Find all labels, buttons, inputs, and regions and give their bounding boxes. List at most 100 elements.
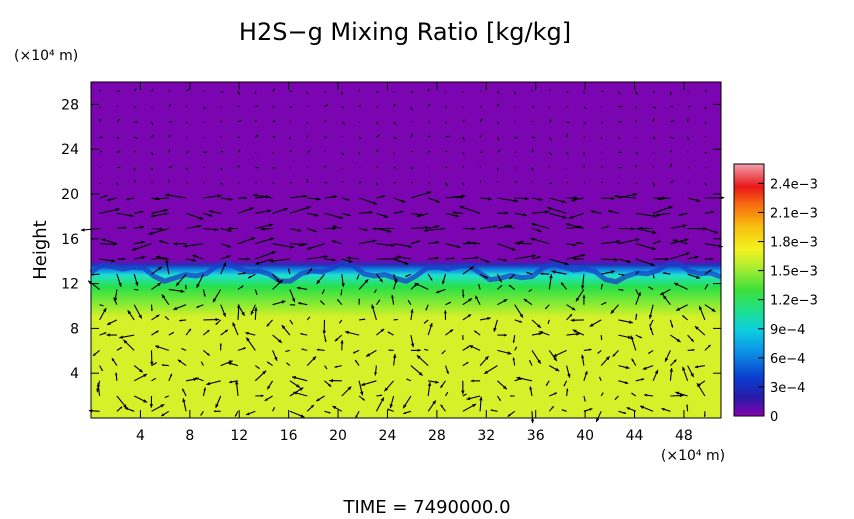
colorbar-tick-label: 1.5e−3 bbox=[770, 265, 818, 280]
y-tick-label: 4 bbox=[70, 366, 79, 382]
wind-arrow bbox=[428, 256, 439, 260]
wind-arrow bbox=[479, 258, 490, 263]
wind-arrow bbox=[209, 210, 221, 214]
wind-arrow bbox=[664, 350, 671, 362]
wind-arrow bbox=[618, 273, 625, 276]
colorbar-tick-label: 3e−4 bbox=[770, 381, 805, 396]
wind-arrow bbox=[410, 334, 415, 348]
wind-arrow bbox=[151, 106, 153, 108]
wind-arrow bbox=[164, 395, 169, 399]
wind-arrow bbox=[316, 395, 325, 402]
wind-arrow bbox=[687, 273, 701, 279]
wind-arrow bbox=[662, 272, 671, 275]
wind-arrow bbox=[544, 304, 550, 310]
wind-arrow bbox=[652, 369, 659, 382]
wind-arrow bbox=[548, 119, 552, 123]
y-tick-label: 12 bbox=[61, 277, 79, 293]
wind-arrow bbox=[530, 411, 535, 424]
wind-arrow bbox=[331, 240, 342, 245]
wind-arrow bbox=[306, 178, 309, 183]
wind-arrow bbox=[497, 349, 512, 355]
wind-arrow bbox=[416, 354, 429, 367]
wind-arrow bbox=[387, 331, 394, 336]
wind-arrow bbox=[245, 410, 256, 416]
wind-arrow bbox=[704, 257, 714, 261]
wind-arrow bbox=[496, 103, 500, 107]
wind-arrow bbox=[220, 120, 223, 123]
wind-arrow bbox=[272, 135, 276, 138]
wind-arrow bbox=[286, 362, 291, 367]
wind-arrow bbox=[272, 300, 286, 306]
wind-arrow bbox=[635, 313, 638, 320]
wind-arrow bbox=[116, 346, 123, 351]
wind-arrow bbox=[358, 136, 362, 140]
wind-arrow bbox=[548, 405, 555, 412]
wind-arrow bbox=[324, 104, 329, 108]
wind-arrow bbox=[341, 106, 345, 109]
wind-arrow bbox=[514, 254, 536, 260]
wind-arrow bbox=[566, 243, 577, 247]
wind-arrow bbox=[306, 150, 311, 153]
wind-arrow bbox=[289, 206, 311, 214]
wind-arrow bbox=[272, 106, 275, 108]
wind-arrow bbox=[649, 319, 654, 327]
wind-arrow bbox=[479, 90, 482, 92]
wind-arrow bbox=[583, 370, 588, 381]
wind-arrow bbox=[324, 90, 327, 93]
wind-arrow bbox=[133, 106, 137, 109]
wind-arrow bbox=[410, 133, 414, 138]
wind-arrow bbox=[566, 313, 573, 321]
wind-arrow bbox=[358, 121, 361, 124]
wind-arrow bbox=[670, 120, 675, 123]
wind-arrow bbox=[652, 182, 656, 187]
wind-arrow bbox=[181, 388, 187, 397]
wind-arrow bbox=[272, 243, 295, 249]
x-tick-label: 12 bbox=[230, 428, 248, 444]
wind-arrow bbox=[346, 256, 360, 260]
x-axis: 4 8 12 16 20 24 28 32 36 40 44 48 bbox=[136, 82, 693, 444]
colorbar-ticks: 0 3e−4 6e−4 9e−4 1.2e−3 1.5e−3 1.8e−3 2.1e−3 2.4… bbox=[758, 177, 818, 425]
x-tick-label: 24 bbox=[379, 428, 397, 444]
wind-arrow bbox=[266, 319, 274, 327]
wind-arrow bbox=[687, 255, 699, 260]
wind-arrow bbox=[529, 386, 533, 397]
wind-arrow bbox=[307, 212, 319, 217]
wind-arrow bbox=[687, 118, 689, 123]
wind-arrow bbox=[158, 240, 169, 245]
wind-arrow bbox=[410, 150, 413, 153]
wind-arrow bbox=[90, 273, 100, 276]
wind-arrow bbox=[652, 118, 655, 123]
wind-arrow bbox=[173, 304, 187, 311]
wind-arrow bbox=[531, 136, 536, 139]
wind-arrow bbox=[106, 333, 117, 337]
wind-arrow bbox=[462, 265, 475, 275]
wind-arrow bbox=[272, 334, 283, 344]
wind-arrow bbox=[551, 270, 567, 275]
wind-arrow bbox=[374, 365, 378, 376]
wind-arrow bbox=[116, 182, 119, 186]
wind-arrow bbox=[168, 103, 172, 107]
wind-arrow bbox=[289, 289, 296, 303]
wind-arrow bbox=[497, 333, 507, 337]
x-tick-label: 40 bbox=[576, 428, 594, 444]
x-tick-label: 28 bbox=[428, 428, 446, 444]
wind-arrow bbox=[151, 282, 162, 290]
wind-arrow bbox=[168, 148, 171, 153]
wind-arrow bbox=[307, 197, 321, 201]
wind-arrow bbox=[80, 227, 100, 232]
wind-arrow bbox=[360, 380, 377, 386]
wind-arrow bbox=[203, 151, 207, 153]
wind-arrow bbox=[220, 329, 229, 336]
wind-arrow bbox=[601, 270, 616, 275]
wind-arrow bbox=[151, 167, 154, 171]
wind-arrow bbox=[387, 408, 394, 412]
wind-arrow bbox=[116, 212, 134, 218]
wind-arrow bbox=[526, 271, 533, 275]
wind-arrow bbox=[681, 314, 688, 321]
wind-arrow bbox=[254, 119, 257, 123]
wind-arrow bbox=[148, 227, 169, 236]
wind-arrow bbox=[237, 347, 246, 351]
wind-arrow bbox=[416, 212, 429, 218]
wind-arrow bbox=[358, 380, 364, 396]
wind-arrow bbox=[572, 257, 584, 261]
